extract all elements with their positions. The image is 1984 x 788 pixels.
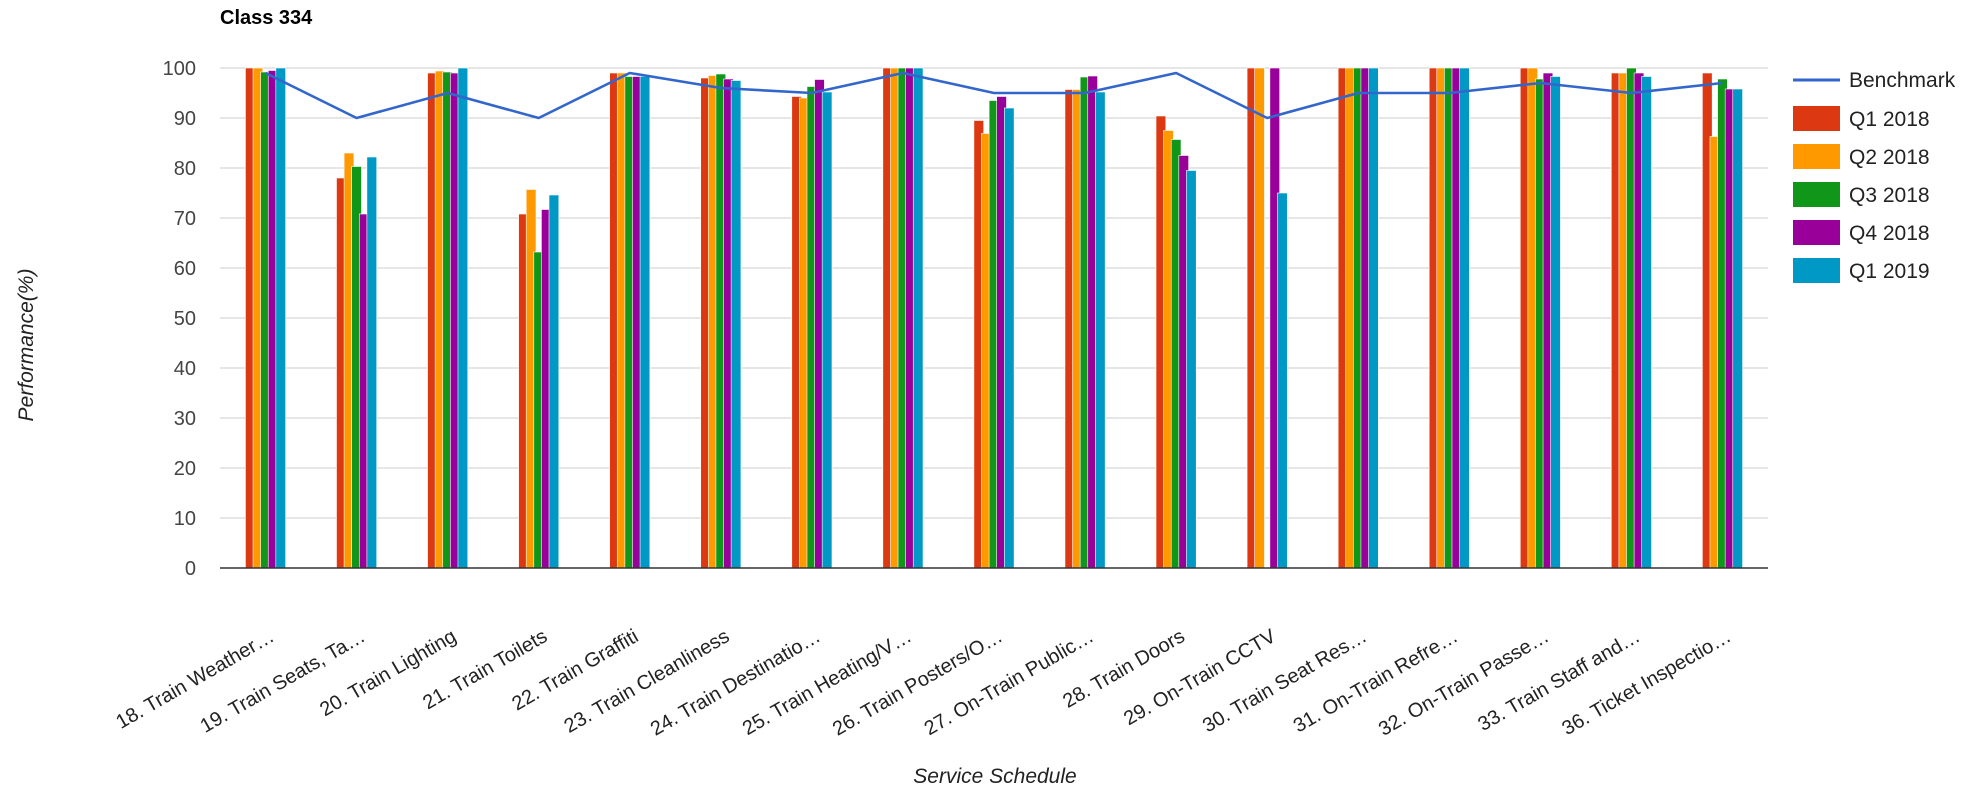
bar[interactable] (1732, 88, 1743, 569)
bar[interactable] (457, 67, 469, 569)
x-category-label: 36. Ticket Inspectio… (1558, 625, 1735, 740)
bar[interactable] (912, 67, 924, 569)
bar[interactable] (1550, 76, 1561, 569)
y-tick-label: 30 (174, 408, 196, 430)
legend-swatch (1793, 220, 1840, 245)
y-tick-label: 10 (174, 508, 196, 530)
y-tick-label: 100 (163, 58, 196, 80)
legend-item[interactable]: Q1 2019 (1793, 258, 1930, 283)
legend-item[interactable]: Q3 2018 (1793, 182, 1930, 207)
y-tick-label: 20 (174, 458, 196, 480)
legend-swatch (1793, 182, 1840, 207)
bar[interactable] (1277, 192, 1288, 569)
bar[interactable] (548, 194, 560, 569)
y-tick-label: 0 (185, 558, 196, 580)
x-category-label: 27. On-Train Public… (921, 625, 1098, 740)
legend-item-benchmark[interactable]: Benchmark (1793, 69, 1956, 92)
y-tick-label: 50 (174, 308, 196, 330)
x-axis-category-labels: 18. Train Weather…19. Train Seats, Ta…20… (112, 625, 1735, 741)
bar[interactable] (1095, 91, 1106, 569)
y-tick-label: 90 (174, 108, 196, 130)
legend-item[interactable]: Q1 2018 (1793, 106, 1930, 131)
x-category-label: 26. Train Posters/O… (829, 625, 1007, 740)
x-category-label: 33. Train Staff and… (1474, 625, 1644, 736)
benchmark-line-layer (264, 71, 1723, 120)
legend-label: Q1 2018 (1849, 108, 1930, 131)
bar[interactable] (639, 76, 651, 569)
legend-item[interactable]: Q4 2018 (1793, 220, 1930, 245)
bars (245, 67, 1743, 569)
benchmark-line[interactable] (264, 71, 1723, 120)
legend[interactable]: Benchmark Q1 2018 Q2 2018 Q3 2018 Q4 2018 Q1 … (1793, 69, 1956, 283)
bar[interactable] (366, 156, 377, 569)
x-category-label: 18. Train Weather… (112, 625, 278, 733)
y-tick-label: 70 (174, 208, 196, 230)
y-axis-ticks: 0 10 20 30 40 50 60 70 80 90 100 (163, 58, 196, 580)
legend-swatch (1793, 258, 1840, 283)
legend-swatch (1793, 144, 1840, 169)
legend-label: Q3 2018 (1849, 184, 1930, 207)
x-category-label: 32. On-Train Passe… (1375, 625, 1553, 740)
x-axis-title: Service Schedule (913, 765, 1076, 788)
x-category-label: 30. Train Seat Res… (1199, 625, 1371, 737)
x-category-label: 24. Train Destinatio… (647, 625, 825, 740)
x-category-label: 29. On-Train CCTV (1120, 625, 1280, 730)
legend-label: Q1 2019 (1849, 260, 1930, 283)
legend-label: Q4 2018 (1849, 222, 1930, 245)
bar[interactable] (1186, 170, 1197, 569)
y-tick-label: 40 (174, 358, 196, 380)
bar[interactable] (275, 67, 286, 569)
bar[interactable] (1641, 76, 1652, 569)
legend-label: Q2 2018 (1849, 146, 1930, 169)
bar[interactable] (1254, 67, 1265, 569)
x-category-label: 25. Train Heating/V… (739, 625, 916, 740)
y-tick-label: 60 (174, 258, 196, 280)
bar[interactable] (730, 80, 742, 569)
chart-title: Class 334 (220, 7, 313, 29)
x-category-label: 19. Train Seats, Ta… (197, 625, 369, 737)
legend-item[interactable]: Q2 2018 (1793, 144, 1930, 169)
bar[interactable] (1003, 107, 1015, 569)
bar[interactable] (821, 91, 833, 569)
y-axis-title: Performance(%) (15, 269, 38, 422)
bar[interactable] (1368, 67, 1379, 569)
y-tick-label: 80 (174, 158, 196, 180)
bar[interactable] (1459, 67, 1470, 569)
legend-swatch (1793, 106, 1840, 131)
legend-label: Benchmark (1849, 69, 1956, 92)
